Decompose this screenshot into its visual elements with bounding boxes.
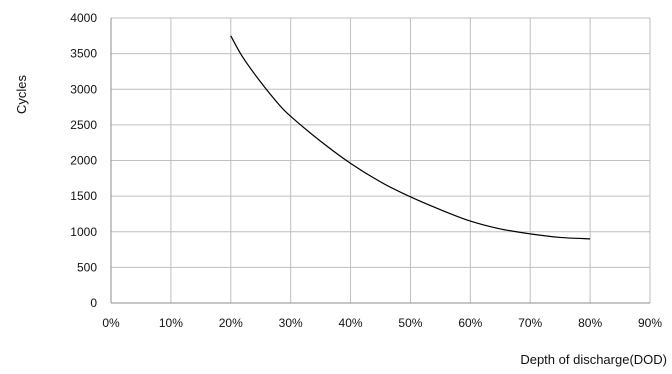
x-tick-label-0: 0%	[102, 316, 120, 330]
y-tick-label-3500: 3500	[70, 47, 97, 61]
y-tick-label-3000: 3000	[70, 82, 97, 96]
x-tick-label-50: 50%	[398, 316, 422, 330]
y-tick-label-0: 0	[90, 296, 97, 310]
grid-lines	[111, 17, 651, 303]
y-axis-title: Cycles	[14, 75, 29, 115]
x-tick-label-40: 40%	[339, 316, 363, 330]
y-tick-label-4000: 4000	[70, 11, 97, 25]
x-tick-label-20: 20%	[219, 316, 243, 330]
y-tick-label-2500: 2500	[70, 118, 97, 132]
x-axis-title: Depth of discharge(DOD)	[520, 352, 667, 367]
x-tick-label-30: 30%	[279, 316, 303, 330]
y-tick-label-1500: 1500	[70, 189, 97, 203]
series-group	[230, 35, 591, 240]
y-tick-label-2000: 2000	[70, 154, 97, 168]
x-tick-label-80: 80%	[578, 316, 602, 330]
series-line-0	[230, 35, 591, 240]
y-axis-tick-labels: 0 500 1000 1500 2000 2500 3000 3500 4000	[70, 11, 97, 310]
x-axis-tick-labels: 0% 10% 20% 30% 40% 50% 60% 70% 80% 90%	[102, 316, 662, 330]
x-tick-label-70: 70%	[518, 316, 542, 330]
x-tick-label-10: 10%	[159, 316, 183, 330]
axes	[110, 18, 650, 304]
x-tick-label-60: 60%	[458, 316, 482, 330]
y-tick-label-1000: 1000	[70, 225, 97, 239]
x-tick-label-90: 90%	[638, 316, 662, 330]
y-tick-label-500: 500	[77, 260, 97, 274]
